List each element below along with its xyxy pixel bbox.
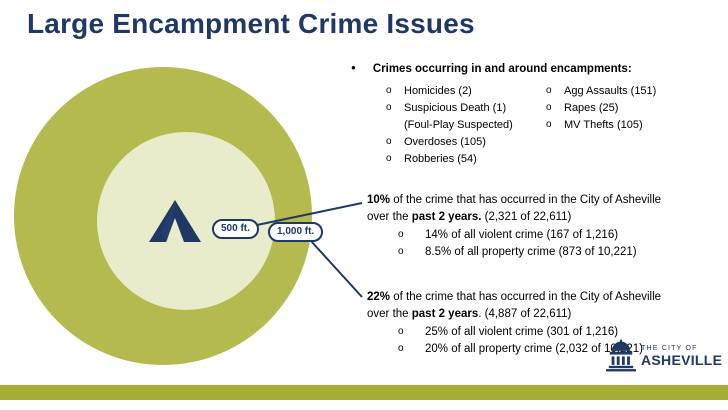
crime-item: o Rapes (25) xyxy=(546,99,656,116)
crime-item: o Agg Assaults (151) xyxy=(546,82,656,99)
stat-sub-label: 25% of all violent crime (301 of 1,216) xyxy=(425,325,619,338)
stat-sub-item: o 14% of all violent crime (167 of 1,216) xyxy=(398,226,637,243)
stat-500ft-sublist: o 14% of all violent crime (167 of 1,216)… xyxy=(398,226,637,260)
page-title: Large Encampment Crime Issues xyxy=(27,8,475,39)
o-bullet-icon: o xyxy=(546,119,552,130)
stat-sub-label: 8.5% of all property crime (873 of 10,22… xyxy=(425,245,637,258)
stat-sub-item: o 20% of all property crime (2,032 of 10,… xyxy=(398,340,643,357)
crimes-heading: Crimes occurring in and around encampmen… xyxy=(372,63,632,75)
crime-label: Suspicious Death (1) xyxy=(404,101,507,114)
tent-icon xyxy=(149,200,201,242)
crime-item: o Robberies (54) xyxy=(386,150,513,167)
stat-percent: 22% xyxy=(367,291,391,303)
stat-1000ft-sublist: o 25% of all violent crime (301 of 1,216)… xyxy=(398,323,643,357)
city-hall-icon xyxy=(606,339,636,372)
crime-label: Overdoses (105) xyxy=(404,135,486,148)
stat-body-text: of the crime that has occurred in the Ci… xyxy=(367,194,662,223)
stat-tail-text: (2,321 of 22,611) xyxy=(481,210,572,223)
crimes-column-2: o Agg Assaults (151) o Rapes (25) o MV Thef… xyxy=(546,82,656,133)
o-bullet-icon: o xyxy=(398,343,404,354)
o-bullet-icon: o xyxy=(386,102,392,113)
stat-body-text: of the crime that has occurred in the Ci… xyxy=(367,291,662,320)
badge-1000ft: 1,000 ft. xyxy=(268,222,324,242)
callout-line-1000ft xyxy=(310,240,363,298)
o-bullet-icon: o xyxy=(546,102,552,113)
o-bullet-icon: o xyxy=(386,136,392,147)
crimes-column-1: o Homicides (2) o Suspicious Death (1) (Fo… xyxy=(386,82,513,167)
badge-500ft: 500 ft. xyxy=(212,219,259,239)
o-bullet-icon: o xyxy=(386,85,392,96)
bullet-icon: ● xyxy=(351,63,356,72)
o-bullet-icon: o xyxy=(398,326,404,337)
stat-percent: 10% xyxy=(367,194,391,206)
o-bullet-icon: o xyxy=(398,229,404,240)
stat-sub-item: o 8.5% of all property crime (873 of 10,2… xyxy=(398,243,637,260)
stat-sub-label: 14% of all violent crime (167 of 1,216) xyxy=(425,228,619,241)
stat-bold-text: past 2 years. xyxy=(411,210,482,223)
crime-item: o MV Thefts (105) xyxy=(546,116,656,133)
crime-label: Rapes (25) xyxy=(564,101,619,114)
stat-sub-item: o 25% of all violent crime (301 of 1,216) xyxy=(398,323,643,340)
stat-1000ft-paragraph: 22% of the crime that has occurred in th… xyxy=(367,289,667,322)
crime-label: Homicides (2) xyxy=(404,84,472,97)
stat-bold-text: past 2 years xyxy=(411,307,479,320)
crime-item: o Suspicious Death (1) xyxy=(386,99,513,116)
crime-item: o Homicides (2) xyxy=(386,82,513,99)
crime-label: Robberies (54) xyxy=(404,152,477,165)
o-bullet-icon: o xyxy=(546,85,552,96)
crime-item: (Foul-Play Suspected) xyxy=(386,116,513,133)
city-of-asheville-logo: THE CITY OF ASHEVILLE xyxy=(606,339,722,372)
crimes-heading-row: ● Crimes occurring in and around encampme… xyxy=(351,63,632,75)
stat-500ft-paragraph: 10% of the crime that has occurred in th… xyxy=(367,192,667,225)
stat-tail-text: . (4,887 of 22,611) xyxy=(478,307,572,320)
logo-tagline: THE CITY OF xyxy=(641,344,698,352)
logo-city-name: ASHEVILLE xyxy=(641,351,723,368)
stat-sub-label: 20% of all property crime (2,032 of 10,2… xyxy=(425,342,643,355)
o-bullet-icon: o xyxy=(398,246,404,257)
crime-label: Agg Assaults (151) xyxy=(564,84,657,97)
crime-item: o Overdoses (105) xyxy=(386,133,513,150)
crime-label: (Foul-Play Suspected) xyxy=(404,118,513,131)
footer-accent-bar xyxy=(0,385,728,400)
logo-text: THE CITY OF ASHEVILLE xyxy=(641,344,722,368)
o-bullet-icon: o xyxy=(386,153,392,164)
crime-label: MV Thefts (105) xyxy=(564,118,643,131)
